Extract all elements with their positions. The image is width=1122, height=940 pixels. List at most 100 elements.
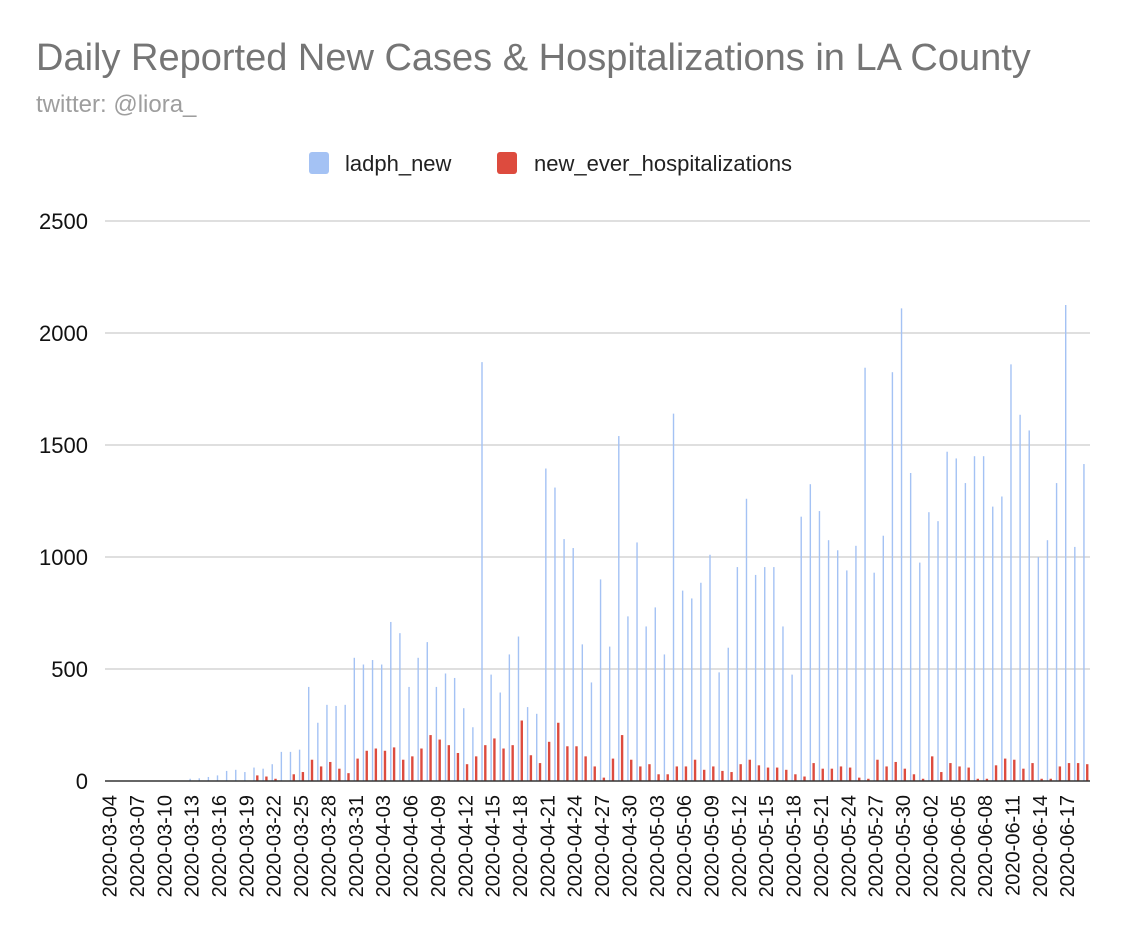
bar-new-ever-hospitalizations: [748, 759, 751, 781]
bar-new-ever-hospitalizations: [338, 768, 341, 781]
bar-new-ever-hospitalizations: [511, 745, 514, 781]
bar-new-ever-hospitalizations: [684, 766, 688, 781]
bar-ladph-new: [791, 674, 793, 781]
bar-new-ever-hospitalizations: [411, 756, 414, 781]
bar-ladph-new: [344, 704, 346, 781]
bar-new-ever-hospitalizations: [848, 767, 852, 781]
bar-ladph-new: [1065, 305, 1067, 781]
bar-ladph-new: [572, 548, 574, 781]
bars: [107, 305, 1089, 781]
bar-ladph-new: [709, 554, 711, 781]
bar-ladph-new: [390, 621, 392, 781]
legend-label-new-ever-hospitalizations: new_ever_hospitalizations: [534, 151, 792, 176]
y-tick-label: 1500: [39, 433, 88, 458]
bar-ladph-new: [700, 582, 702, 781]
bar-ladph-new: [691, 598, 693, 781]
y-tick-label: 2500: [39, 209, 88, 234]
bar-new-ever-hospitalizations: [1086, 764, 1089, 781]
bar-ladph-new: [608, 646, 611, 781]
bar-new-ever-hospitalizations: [520, 720, 523, 781]
bar-new-ever-hospitalizations: [420, 748, 423, 781]
bar-ladph-new: [426, 642, 428, 781]
bar-new-ever-hospitalizations: [1076, 763, 1080, 781]
bar-ladph-new: [992, 506, 994, 781]
bar-new-ever-hospitalizations: [429, 735, 432, 781]
bar-new-ever-hospitalizations: [465, 764, 469, 781]
bar-ladph-new: [1010, 364, 1012, 781]
bar-ladph-new: [855, 545, 857, 781]
bar-new-ever-hospitalizations: [392, 747, 396, 781]
x-tick-label: 2020-04-21: [537, 795, 559, 897]
bar-new-ever-hospitalizations: [794, 774, 797, 781]
bar-ladph-new: [335, 705, 337, 781]
bar-ladph-new: [408, 686, 410, 781]
bar-ladph-new: [599, 579, 602, 781]
bar-ladph-new: [937, 521, 939, 781]
bar-new-ever-hospitalizations: [630, 759, 633, 781]
bar-ladph-new: [654, 607, 656, 781]
bar-ladph-new: [672, 413, 675, 781]
bar-new-ever-hospitalizations: [994, 765, 998, 781]
bar-new-ever-hospitalizations: [903, 768, 907, 781]
bar-ladph-new: [189, 778, 191, 781]
y-axis: 0 500 1000 1500 2000 2500: [39, 209, 88, 794]
bar-new-ever-hospitalizations: [1031, 763, 1034, 781]
bar-new-ever-hospitalizations: [702, 769, 706, 781]
grid: [105, 220, 1090, 670]
bar-ladph-new: [1037, 557, 1040, 781]
bar-ladph-new: [289, 751, 292, 781]
bar-ladph-new: [499, 692, 501, 781]
bar-ladph-new: [618, 436, 620, 781]
x-tick-label: 2020-04-24: [565, 795, 587, 897]
x-tick-label: 2020-06-05: [948, 795, 970, 897]
chart-subtitle: twitter: @liora_: [36, 91, 197, 118]
bar-ladph-new: [846, 570, 848, 781]
chart-title: Daily Reported New Cases & Hospitalizati…: [36, 37, 1031, 79]
bar-ladph-new: [891, 372, 894, 781]
bar-new-ever-hospitalizations: [256, 775, 259, 781]
bar-new-ever-hospitalizations: [265, 776, 268, 781]
bar-new-ever-hospitalizations: [557, 722, 560, 781]
bar-ladph-new: [928, 512, 930, 781]
bar-ladph-new: [919, 562, 921, 781]
bar-ladph-new: [517, 636, 520, 781]
bar-ladph-new: [800, 516, 802, 781]
bar-new-ever-hospitalizations: [383, 750, 387, 781]
bar-new-ever-hospitalizations: [1058, 766, 1062, 781]
y-tick-label: 2000: [39, 321, 88, 346]
legend-label-ladph-new: ladph_new: [345, 151, 452, 176]
bar-new-ever-hospitalizations: [721, 770, 724, 781]
bar-new-ever-hospitalizations: [1013, 759, 1016, 781]
bar-new-ever-hospitalizations: [858, 777, 861, 781]
bar-ladph-new: [827, 540, 830, 781]
bar-new-ever-hospitalizations: [812, 763, 815, 781]
bar-new-ever-hospitalizations: [620, 735, 624, 781]
x-tick-label: 2020-05-09: [702, 795, 724, 897]
bar-ladph-new: [262, 768, 264, 781]
bar-new-ever-hospitalizations: [484, 745, 487, 781]
legend: ladph_new new_ever_hospitalizations: [309, 151, 792, 176]
bar-new-ever-hospitalizations: [940, 772, 943, 781]
bar-new-ever-hospitalizations: [356, 758, 359, 781]
bar-new-ever-hospitalizations: [949, 763, 952, 781]
bar-new-ever-hospitalizations: [274, 778, 277, 781]
legend-swatch-new-ever-hospitalizations: [497, 152, 517, 174]
bar-ladph-new: [764, 567, 766, 781]
bar-ladph-new: [563, 539, 565, 781]
x-tick-label: 2020-03-13: [182, 795, 204, 897]
x-tick-label: 2020-03-28: [318, 795, 340, 897]
bar-ladph-new: [280, 751, 283, 781]
x-tick-label: 2020-05-21: [811, 795, 833, 897]
bar-ladph-new: [681, 590, 684, 781]
bar-new-ever-hospitalizations: [502, 748, 505, 781]
bar-ladph-new: [718, 672, 720, 781]
bar-new-ever-hospitalizations: [958, 766, 961, 781]
bar-ladph-new: [444, 673, 447, 781]
bar-new-ever-hospitalizations: [365, 750, 368, 781]
x-tick-label: 2020-03-22: [264, 795, 286, 897]
bar-new-ever-hospitalizations: [602, 777, 606, 781]
x-tick-label: 2020-06-02: [920, 795, 942, 897]
bar-ladph-new: [882, 535, 884, 781]
bar-ladph-new: [754, 574, 757, 781]
bar-ladph-new: [1046, 540, 1049, 781]
